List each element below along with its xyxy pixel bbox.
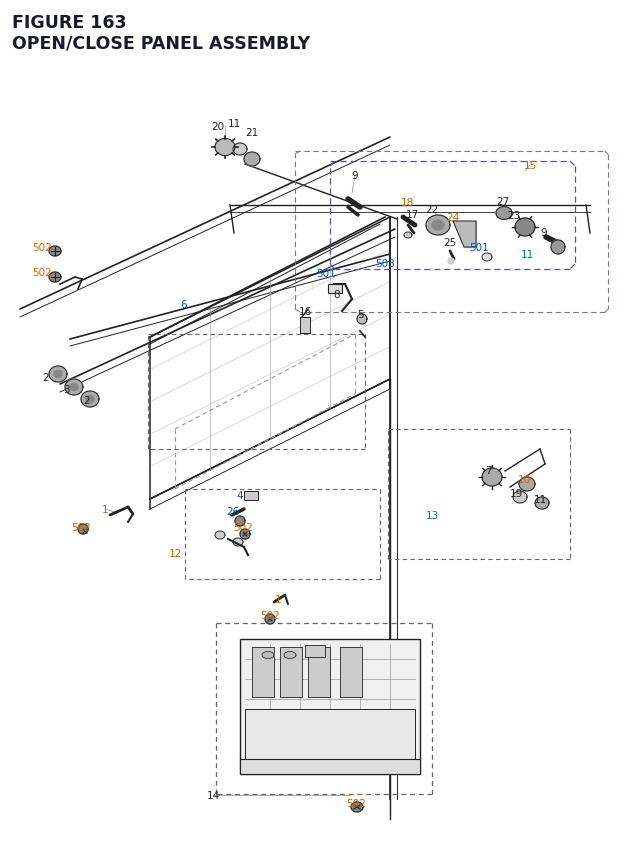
Polygon shape [351,802,363,812]
Polygon shape [233,144,247,156]
Polygon shape [515,219,535,237]
Text: 501: 501 [469,243,489,253]
Text: 4: 4 [237,491,243,500]
Text: 12: 12 [168,548,182,558]
Polygon shape [482,254,492,262]
Bar [340,647,362,697]
Bar [300,318,310,333]
Polygon shape [453,222,476,248]
Polygon shape [551,241,565,255]
Text: 501: 501 [316,269,336,279]
Text: 17: 17 [405,210,419,220]
Bar [305,645,325,657]
Text: 7: 7 [484,466,492,475]
Text: 18: 18 [401,198,413,208]
Text: FIGURE 163: FIGURE 163 [12,14,127,32]
Text: 10: 10 [517,474,531,485]
Text: 20: 20 [211,122,225,132]
Polygon shape [265,614,275,624]
Text: 11: 11 [227,119,241,129]
Text: 9: 9 [352,170,358,181]
Text: 16: 16 [298,307,312,317]
Polygon shape [513,492,527,504]
Text: 21: 21 [245,127,259,138]
Polygon shape [448,258,454,264]
Text: 2: 2 [84,395,90,406]
Polygon shape [404,232,412,238]
Text: OPEN/CLOSE PANEL ASSEMBLY: OPEN/CLOSE PANEL ASSEMBLY [12,34,310,52]
Polygon shape [215,139,235,157]
Polygon shape [70,384,78,391]
Polygon shape [86,396,94,403]
Polygon shape [262,652,274,659]
Polygon shape [535,498,549,510]
Polygon shape [235,517,245,526]
Text: 1: 1 [102,505,108,514]
Text: 502: 502 [260,610,280,620]
Text: 9: 9 [541,228,547,238]
Polygon shape [482,468,502,486]
Bar [244,492,258,500]
Polygon shape [357,314,367,325]
Text: 502: 502 [71,523,91,532]
Text: 14: 14 [206,790,220,800]
Text: 502: 502 [32,243,52,253]
Text: 8: 8 [333,289,340,300]
Bar [240,759,420,774]
Text: 11: 11 [520,250,534,260]
Polygon shape [426,216,450,236]
Polygon shape [49,367,67,382]
Polygon shape [54,371,62,378]
Text: 3: 3 [63,385,69,394]
Text: 2: 2 [43,373,49,382]
Polygon shape [78,524,88,535]
Polygon shape [233,538,243,547]
Text: 502: 502 [32,268,52,278]
Bar [328,285,342,294]
Text: 23: 23 [508,211,520,220]
Bar [252,647,274,697]
Text: 27: 27 [497,197,509,207]
Polygon shape [244,153,260,167]
Polygon shape [49,247,61,257]
Text: 15: 15 [524,161,536,170]
Text: 1: 1 [275,594,282,604]
Text: 6: 6 [180,300,188,310]
Text: 25: 25 [444,238,456,248]
Text: 11: 11 [533,494,547,505]
Text: 26: 26 [227,506,239,517]
Bar [280,647,302,697]
Polygon shape [519,478,535,492]
Polygon shape [432,220,444,231]
Polygon shape [49,273,61,282]
Text: 502: 502 [233,523,253,532]
Text: 13: 13 [426,511,438,520]
Polygon shape [65,380,83,395]
Polygon shape [215,531,225,539]
Text: 502: 502 [346,798,366,808]
Text: 22: 22 [426,205,438,214]
Bar [245,709,415,764]
Text: 24: 24 [446,213,460,223]
Text: 503: 503 [375,258,395,269]
Text: 5: 5 [356,310,364,319]
Bar [308,647,330,697]
Polygon shape [240,530,250,539]
Text: 19: 19 [509,488,523,499]
Polygon shape [496,208,512,220]
Polygon shape [284,652,296,659]
Bar [240,639,420,774]
Polygon shape [81,392,99,407]
